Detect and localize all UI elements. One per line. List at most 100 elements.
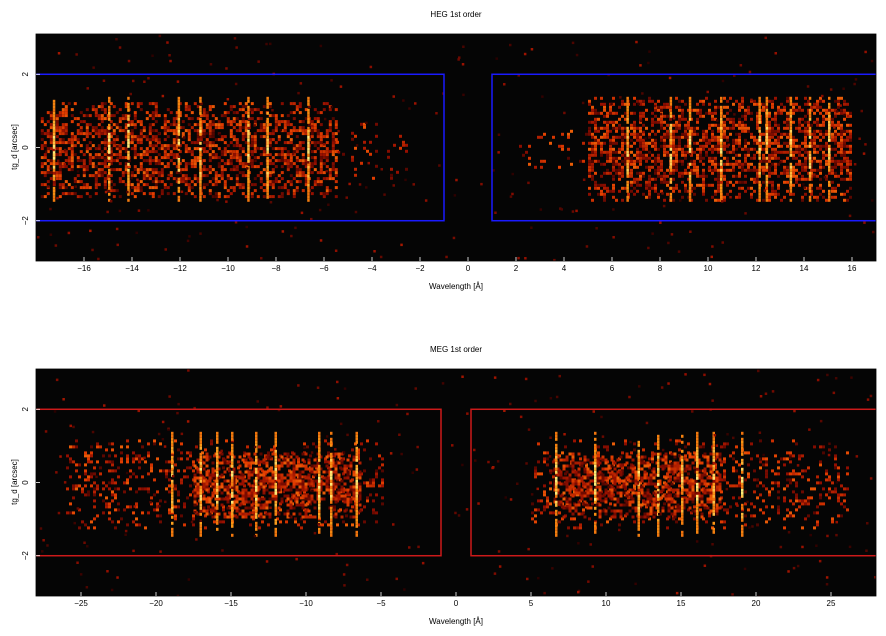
heatmap-cell (687, 195, 690, 199)
emission-line-cell (688, 138, 692, 142)
heatmap-cell (138, 487, 141, 491)
heatmap-cell (705, 135, 708, 139)
emission-line-cell (758, 171, 761, 175)
heatmap-cell (331, 162, 335, 166)
heatmap-cell (214, 171, 218, 175)
heatmap-cell (217, 180, 221, 184)
heatmap-cell (322, 470, 326, 474)
heatmap-cell (64, 159, 68, 163)
heatmap-cell (717, 150, 720, 154)
emission-line-cell (765, 135, 769, 139)
heatmap-cell (349, 509, 353, 513)
emission-line-cell (266, 96, 269, 100)
heatmap-cell (244, 470, 248, 474)
heatmap-cell (187, 108, 191, 112)
heatmap-cell (46, 150, 50, 154)
heatmap-cell (309, 484, 312, 488)
heatmap-cell (187, 183, 191, 187)
emission-line-cell (765, 138, 769, 142)
heatmap-cell (111, 520, 114, 524)
heatmap-cell (66, 511, 69, 515)
heatmap-cell (220, 452, 224, 456)
emission-line-cell (247, 123, 250, 127)
heatmap-cell (115, 189, 119, 193)
heatmap-cell (319, 168, 323, 172)
heatmap-cell (660, 159, 663, 163)
heatmap-cell (741, 102, 744, 106)
heatmap-cell (180, 481, 183, 485)
heatmap-cell (744, 168, 747, 172)
emission-line-cell (828, 96, 831, 100)
heatmap-cell (94, 165, 98, 169)
heatmap-cell (223, 470, 227, 474)
heatmap-cell (141, 457, 144, 461)
heatmap-cell (175, 165, 179, 169)
background-count (97, 257, 100, 261)
heatmap-cell (774, 162, 777, 166)
heatmap-cell (771, 183, 774, 187)
heatmap-cell (765, 186, 768, 190)
heatmap-cell (588, 168, 591, 172)
emission-line-cell (758, 183, 761, 187)
heatmap-cell (202, 455, 206, 459)
heatmap-cell (117, 508, 120, 512)
heatmap-cell (100, 162, 104, 166)
heatmap-cell (208, 189, 212, 193)
heatmap-cell (588, 147, 591, 151)
heatmap-cell (204, 448, 207, 452)
heatmap-cell (381, 502, 384, 506)
heatmap-cell (193, 497, 197, 501)
emission-line-cell (828, 192, 831, 196)
heatmap-cell (235, 515, 239, 519)
heatmap-cell (822, 156, 825, 160)
heatmap-cell (139, 156, 143, 160)
heatmap-cell (220, 165, 224, 169)
heatmap-cell (735, 141, 738, 145)
background-count (167, 173, 170, 177)
heatmap-cell (768, 138, 771, 142)
heatmap-cell (319, 479, 323, 483)
heatmap-cell (387, 155, 390, 159)
heatmap-cell (277, 195, 281, 199)
heatmap-cell (597, 192, 600, 196)
heatmap-cell (334, 159, 338, 163)
emission-line-cell (758, 126, 761, 130)
heatmap-cell (834, 138, 837, 142)
heatmap-cell (322, 482, 326, 486)
heatmap-cell (346, 491, 350, 495)
heatmap-cell (750, 156, 753, 160)
heatmap-cell (591, 153, 594, 157)
heatmap-cell (651, 138, 654, 142)
background-count (330, 79, 333, 82)
heatmap-cell (238, 120, 242, 124)
background-count (829, 88, 833, 91)
heatmap-cell (687, 132, 690, 136)
heatmap-cell (849, 135, 852, 139)
emission-line-cell (758, 156, 761, 160)
heatmap-cell (247, 126, 251, 130)
heatmap-cell (238, 126, 242, 130)
heatmap-cell (184, 129, 188, 133)
heatmap-cell (304, 177, 308, 181)
heatmap-cell (690, 189, 693, 193)
heatmap-cell (93, 487, 96, 491)
emission-line-cell (626, 120, 629, 124)
heatmap-cell (82, 114, 86, 118)
heatmap-cell (103, 132, 107, 136)
heatmap-cell (151, 144, 155, 148)
heatmap-cell (699, 159, 702, 163)
heatmap-cell (184, 150, 188, 154)
heatmap-cell (328, 105, 332, 109)
heatmap-cell (654, 171, 657, 175)
emission-line-cell (108, 150, 111, 154)
heatmap-cell (166, 120, 170, 124)
heatmap-cell (630, 168, 633, 172)
heatmap-cell (286, 479, 290, 483)
heatmap-cell (274, 494, 278, 498)
heatmap-cell (253, 141, 257, 145)
heatmap-cell (229, 186, 233, 190)
heatmap-cell (246, 445, 249, 449)
heatmap-cell (232, 506, 236, 510)
heatmap-cell (612, 162, 615, 166)
heatmap-cell (747, 105, 750, 109)
